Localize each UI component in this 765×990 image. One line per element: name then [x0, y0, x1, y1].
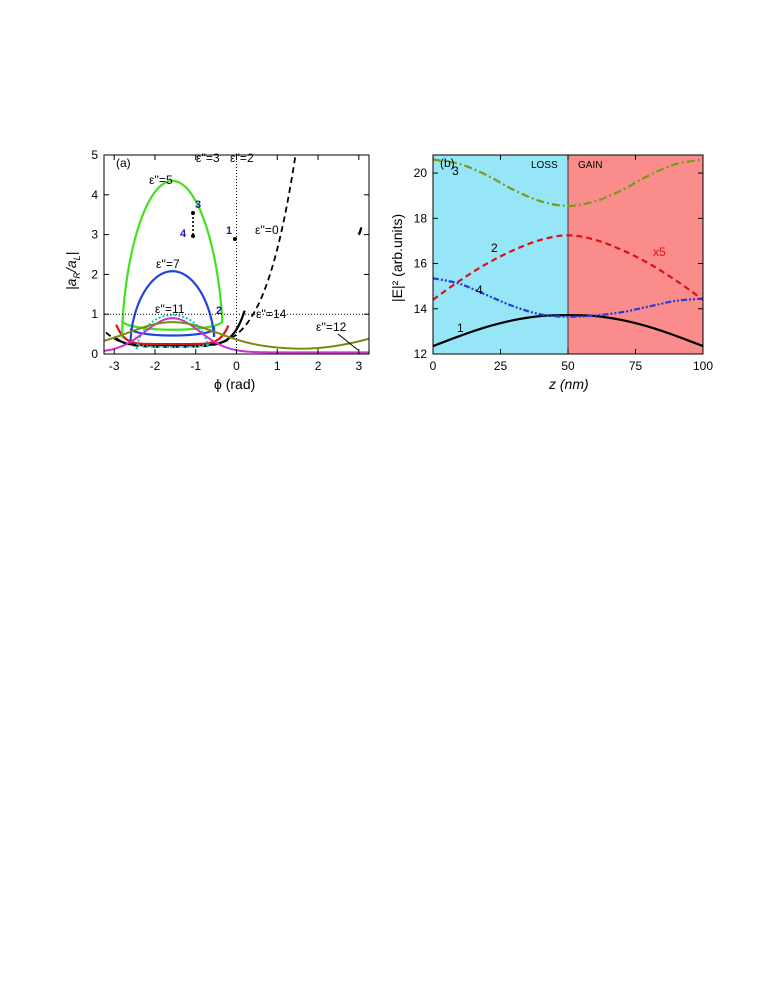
curve-eps2 — [113, 310, 246, 347]
svg-text:z (nm): z (nm) — [548, 376, 589, 392]
series-4-line — [433, 277, 703, 318]
marker-label-2: 2 — [216, 305, 222, 317]
x-tick-label-b: 75 — [629, 359, 643, 373]
panel-a-ylabel: |aR/aL| — [63, 252, 82, 290]
panel-b-ylabel: |E|² (arb.units) — [389, 214, 405, 302]
curve-eps7 — [129, 270, 216, 342]
y-tick-label-a: 3 — [91, 228, 98, 242]
series-3-line — [433, 158, 703, 207]
label-eps3: ε''=3 — [196, 151, 220, 165]
series-1-line — [433, 313, 703, 348]
series-2-scale-note: x5 — [653, 245, 666, 259]
x-tick-label-a: -1 — [190, 359, 201, 373]
svg-text:|aR/aL|: |aR/aL| — [63, 252, 82, 290]
series-2-line — [433, 234, 703, 301]
panel-a-xlabel: ϕ (rad) — [214, 376, 255, 392]
x-tick-label-b: 50 — [561, 359, 575, 373]
eps12-pointer — [337, 333, 359, 351]
panel-b-curves — [433, 158, 703, 348]
label-eps11: ε''=11 — [155, 302, 185, 316]
marker-dot-4 — [191, 234, 195, 238]
gain-region — [568, 155, 703, 354]
series-label-2: 2 — [491, 241, 498, 255]
curve-eps14 — [104, 321, 369, 350]
label-eps14: ε''=14 — [256, 307, 287, 321]
label-eps5: ε''=5 — [149, 173, 173, 187]
panel-b-label: (b) — [440, 156, 455, 170]
y-tick-label-b: 12 — [414, 347, 428, 361]
x-tick-label-a: -2 — [150, 359, 161, 373]
x-tick-label-a: 0 — [233, 359, 240, 373]
loss-label: LOSS — [531, 160, 558, 171]
marker-dot-1 — [233, 237, 237, 241]
y-tick-label-a: 4 — [91, 188, 98, 202]
curve-eps0 — [105, 155, 297, 348]
panel-a: -3 -2 -1 0 1 2 3 0 1 2 3 4 5 (a) ε''=5 ε''=3 ε''=2 ε… — [63, 148, 370, 392]
y-tick-label-a: 5 — [91, 148, 98, 162]
x-tick-label-a: 3 — [355, 359, 362, 373]
y-tick-label-b: 18 — [414, 211, 428, 225]
x-tick-label-b: 0 — [430, 359, 437, 373]
panel-a-label: (a) — [116, 156, 131, 170]
label-eps2: ε''=2 — [230, 151, 254, 165]
y-tick-label-a: 2 — [91, 267, 98, 281]
marker-label-4: 4 — [180, 228, 187, 240]
y-tick-label-b: 14 — [414, 302, 428, 316]
label-eps12: ε''=12 — [316, 320, 347, 334]
y-tick-label-a: 1 — [91, 307, 98, 321]
panel-b: 0 25 50 75 100 12 14 16 18 20 (b) LOSS GAIN 3 2 4… — [389, 154, 713, 392]
marker-label-3: 3 — [195, 199, 201, 211]
label-eps0: ε''=0 — [255, 223, 279, 237]
curve-eps2-right-branch — [357, 227, 363, 236]
x-tick-label-b: 25 — [494, 359, 508, 373]
curve-eps3 — [115, 324, 230, 346]
loss-region — [433, 155, 568, 354]
x-tick-label-a: -3 — [109, 359, 120, 373]
svg-text:|E|² (arb.units): |E|² (arb.units) — [389, 214, 405, 302]
series-label-3: 3 — [452, 164, 459, 178]
y-tick-label-a: 0 — [91, 347, 98, 361]
x-tick-label-b: 100 — [693, 359, 713, 373]
curve-eps11 — [135, 314, 209, 350]
panel-a-reference-lines — [104, 155, 369, 354]
svg-text:ϕ (rad): ϕ (rad) — [214, 376, 255, 392]
panel-a-ticks: -3 -2 -1 0 1 2 3 0 1 2 3 4 5 — [91, 148, 369, 373]
marker-label-1: 1 — [226, 225, 232, 237]
marker-dot-3 — [191, 211, 195, 215]
y-tick-label-b: 20 — [414, 166, 428, 180]
panel-b-xlabel: z (nm) — [548, 376, 589, 392]
x-tick-label-a: 1 — [274, 359, 281, 373]
x-tick-label-a: 2 — [315, 359, 322, 373]
series-label-4: 4 — [476, 283, 483, 297]
y-tick-label-b: 16 — [414, 257, 428, 271]
label-eps7: ε''=7 — [156, 257, 180, 271]
gain-label: GAIN — [578, 160, 602, 171]
curve-eps5 — [120, 179, 224, 339]
series-label-1: 1 — [457, 321, 464, 335]
